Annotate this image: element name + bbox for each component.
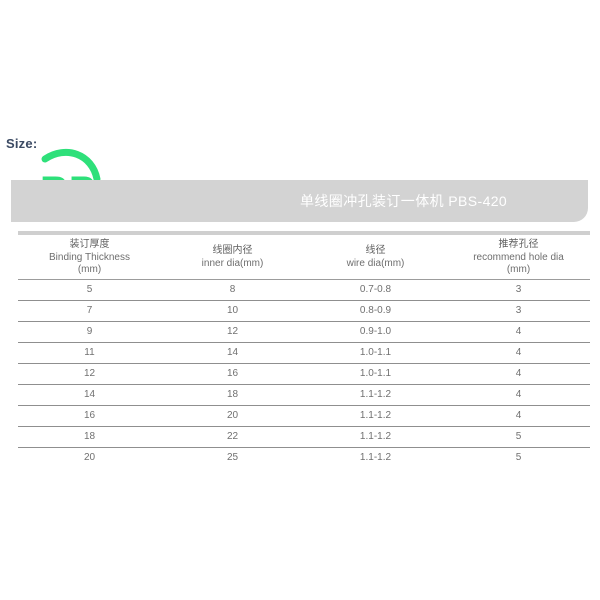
header-unit: (mm): [506, 264, 531, 275]
cell-binding-thickness: 5: [18, 279, 161, 301]
cell-wire-dia: 1.0-1.1: [304, 363, 447, 385]
header-cn: 装订厚度: [69, 239, 110, 250]
band-divider: [18, 231, 590, 235]
table-row: 18 22 1.1-1.2 5: [18, 426, 590, 448]
header-cn: 线径: [365, 245, 386, 256]
cell-hole-dia: 3: [447, 279, 590, 301]
cell-binding-thickness: 14: [18, 384, 161, 406]
cell-inner-dia: 8: [161, 279, 304, 301]
table-row: 14 18 1.1-1.2 4: [18, 384, 590, 406]
cell-wire-dia: 1.1-1.2: [304, 405, 447, 427]
header-unit: (mm): [77, 264, 102, 275]
cell-inner-dia: 20: [161, 405, 304, 427]
column-header-hole-dia: 推荐孔径 recommend hole dia (mm): [447, 235, 590, 280]
cell-hole-dia: 4: [447, 363, 590, 385]
cell-hole-dia: 4: [447, 384, 590, 406]
cell-inner-dia: 10: [161, 300, 304, 322]
table-row: 12 16 1.0-1.1 4: [18, 363, 590, 385]
cell-wire-dia: 1.1-1.2: [304, 426, 447, 448]
cell-hole-dia: 5: [515, 452, 522, 463]
table-row: 20 25 1.1-1.2 5: [18, 448, 590, 469]
header-cn: 线圈内径: [212, 245, 253, 256]
cell-binding-thickness: 18: [18, 426, 161, 448]
cell-wire-dia: 0.7-0.8: [304, 279, 447, 301]
cell-inner-dia: 16: [161, 363, 304, 385]
header-cn: 推荐孔径: [498, 239, 539, 250]
size-label: Size:: [6, 136, 38, 151]
cell-binding-thickness: 20: [83, 452, 96, 463]
cell-hole-dia: 4: [447, 321, 590, 343]
specification-table: 装订厚度 Binding Thickness (mm) 线圈内径 inner d…: [18, 235, 590, 468]
table-row: 16 20 1.1-1.2 4: [18, 405, 590, 427]
cell-inner-dia: 25: [226, 452, 239, 463]
cell-wire-dia: 1.1-1.2: [304, 384, 447, 406]
cell-wire-dia: 1.0-1.1: [304, 342, 447, 364]
cell-hole-dia: 5: [447, 426, 590, 448]
cell-wire-dia: 0.9-1.0: [304, 321, 447, 343]
header-en: Binding Thickness: [49, 252, 130, 263]
cell-inner-dia: 14: [161, 342, 304, 364]
product-title: 单线圈冲孔装订一体机 PBS-420: [300, 193, 508, 209]
cell-hole-dia: 4: [447, 342, 590, 364]
header-en: inner dia(mm): [201, 258, 264, 269]
header-en: wire dia(mm): [346, 258, 405, 269]
column-header-wire-dia: 线径 wire dia(mm): [304, 235, 447, 280]
header-en: recommend hole dia: [473, 252, 564, 263]
cell-binding-thickness: 16: [18, 405, 161, 427]
cell-hole-dia: 4: [447, 405, 590, 427]
cell-binding-thickness: 11: [18, 342, 161, 364]
table-row: 11 14 1.0-1.1 4: [18, 342, 590, 364]
cell-inner-dia: 12: [161, 321, 304, 343]
column-header-inner-dia: 线圈内径 inner dia(mm): [161, 235, 304, 280]
product-title-band: 单线圈冲孔装订一体机 PBS-420: [11, 180, 588, 222]
logo-arc-upper-icon: [41, 148, 101, 183]
table-row: 7 10 0.8-0.9 3: [18, 300, 590, 322]
cell-binding-thickness: 12: [18, 363, 161, 385]
cell-binding-thickness: 7: [18, 300, 161, 322]
cell-wire-dia: 0.8-0.9: [304, 300, 447, 322]
column-header-binding-thickness: 装订厚度 Binding Thickness (mm): [18, 235, 161, 280]
cell-inner-dia: 18: [161, 384, 304, 406]
table-row: 5 8 0.7-0.8 3: [18, 279, 590, 301]
cell-hole-dia: 3: [447, 300, 590, 322]
table-header-row: 装订厚度 Binding Thickness (mm) 线圈内径 inner d…: [18, 235, 590, 280]
cell-wire-dia: 1.1-1.2: [359, 452, 392, 463]
table-row: 9 12 0.9-1.0 4: [18, 321, 590, 343]
table-body: 5 8 0.7-0.8 3 7 10 0.8-0.9 3 9 12 0.9-1.0 4 11 14 1.0-…: [18, 279, 590, 469]
cell-inner-dia: 22: [161, 426, 304, 448]
cell-binding-thickness: 9: [18, 321, 161, 343]
